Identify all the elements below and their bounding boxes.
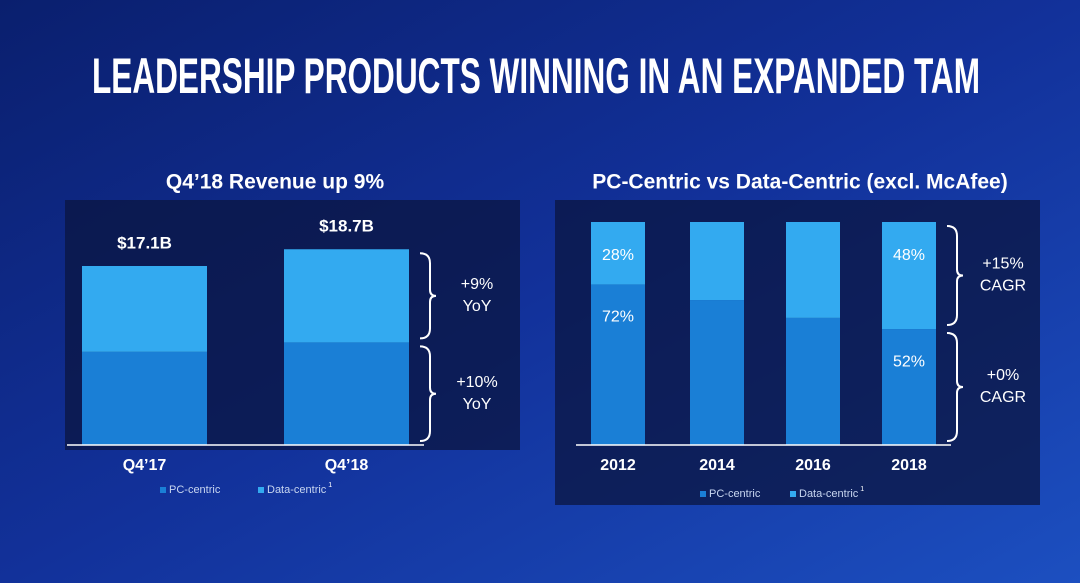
bar-segment — [591, 284, 645, 445]
bar-segment — [591, 222, 645, 285]
bar-segment — [786, 317, 840, 445]
legend-label: PC-centric — [169, 484, 221, 496]
x-tick-label: 2016 — [795, 457, 831, 474]
total-label: $18.7B — [319, 217, 374, 236]
legend-swatch — [160, 487, 166, 493]
x-tick-label: Q4’18 — [325, 457, 369, 474]
x-tick-label: 2018 — [891, 457, 927, 474]
annotation: CAGR — [980, 389, 1026, 406]
data-label: 48% — [893, 247, 925, 264]
bracket — [419, 252, 437, 340]
legend-swatch — [790, 491, 796, 497]
bar-segment — [882, 329, 936, 445]
bar-segment — [82, 266, 207, 352]
total-label: $17.1B — [117, 233, 172, 252]
legend-label: Data-centric — [267, 484, 327, 496]
legend-footnote: 1 — [328, 482, 332, 489]
data-label: 72% — [602, 309, 634, 326]
bar-segment — [690, 300, 744, 445]
bar-segment — [284, 342, 409, 445]
bracket — [419, 345, 437, 442]
data-label: 28% — [602, 247, 634, 264]
bar-segment — [786, 222, 840, 318]
bar-segment — [690, 222, 744, 301]
chart-title: PC-Centric vs Data-Centric (excl. McAfee… — [592, 171, 1007, 194]
slide-title: LEADERSHIP PRODUCTS WINNING IN AN EXPAND… — [92, 48, 980, 104]
bar-segment — [882, 222, 936, 330]
legend-label: Data-centric — [799, 488, 859, 500]
x-tick-label: 2012 — [600, 457, 636, 474]
annotation: YoY — [463, 298, 492, 315]
annotation: YoY — [463, 396, 492, 413]
data-label: 52% — [893, 353, 925, 370]
legend-swatch — [258, 487, 264, 493]
bracket — [946, 225, 964, 327]
bracket — [946, 332, 964, 442]
legend-footnote: 1 — [860, 486, 864, 493]
x-tick-label: Q4’17 — [123, 457, 167, 474]
chart-title: Q4’18 Revenue up 9% — [166, 171, 385, 194]
bar-segment — [82, 351, 207, 445]
legend-swatch — [700, 491, 706, 497]
annotation: +10% — [456, 374, 497, 391]
annotation: CAGR — [980, 278, 1026, 295]
x-tick-label: 2014 — [699, 457, 735, 474]
legend-label: PC-centric — [709, 488, 761, 500]
annotation: +0% — [987, 367, 1019, 384]
bar-segment — [284, 249, 409, 343]
annotation: +15% — [982, 256, 1023, 273]
annotation: +9% — [461, 276, 493, 293]
